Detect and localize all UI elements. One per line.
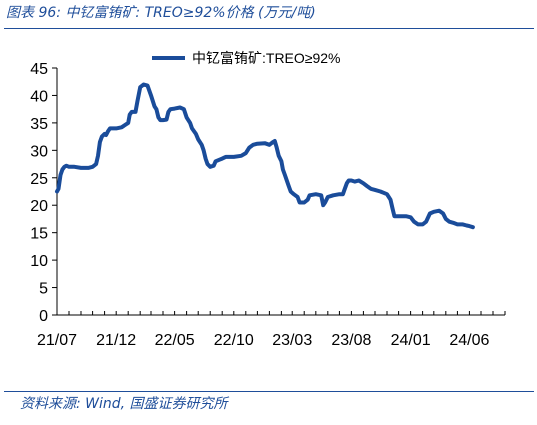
footer-rule [4,391,534,392]
x-tick-label: 23/08 [331,332,371,349]
x-tick-label: 23/03 [272,332,312,349]
y-tick-label: 25 [30,171,48,188]
chart-legend: 中钇富铕矿:TREO≥92% [152,50,340,66]
x-tick-label: 24/01 [391,332,431,349]
chart-axes: 0 5 10 15 20 25 30 35 40 45 21/07 21/12 22/05 22/10 23… [30,61,506,349]
title-underline [4,28,534,29]
x-tick-label: 22/05 [155,332,195,349]
y-tick-label: 30 [30,143,48,160]
y-tick-label: 5 [39,281,48,298]
legend-label: 中钇富铕矿:TREO≥92% [192,50,340,66]
y-tick-label: 40 [30,88,48,105]
y-tick-label: 10 [30,253,48,270]
chart-title: 图表 96: 中钇富铕矿: TREO≥92%价格 (万元/吨) [6,5,316,21]
y-tick-label: 15 [30,226,48,243]
x-tick-label: 21/12 [96,332,136,349]
series-line [55,82,475,230]
y-tick-label: 45 [30,61,48,78]
x-tick-label: 21/07 [37,332,77,349]
y-tick-label: 0 [39,308,48,325]
source-note: 资料来源: Wind, 国盛证券研究所 [20,396,228,412]
x-tick-label: 24/06 [449,332,489,349]
y-tick-label: 20 [30,198,48,215]
y-tick-label: 35 [30,116,48,133]
x-tick-label: 22/10 [214,332,254,349]
line-chart: 0 5 10 15 20 25 30 35 40 45 21/07 21/12 22/05 22/10 23… [30,50,506,349]
